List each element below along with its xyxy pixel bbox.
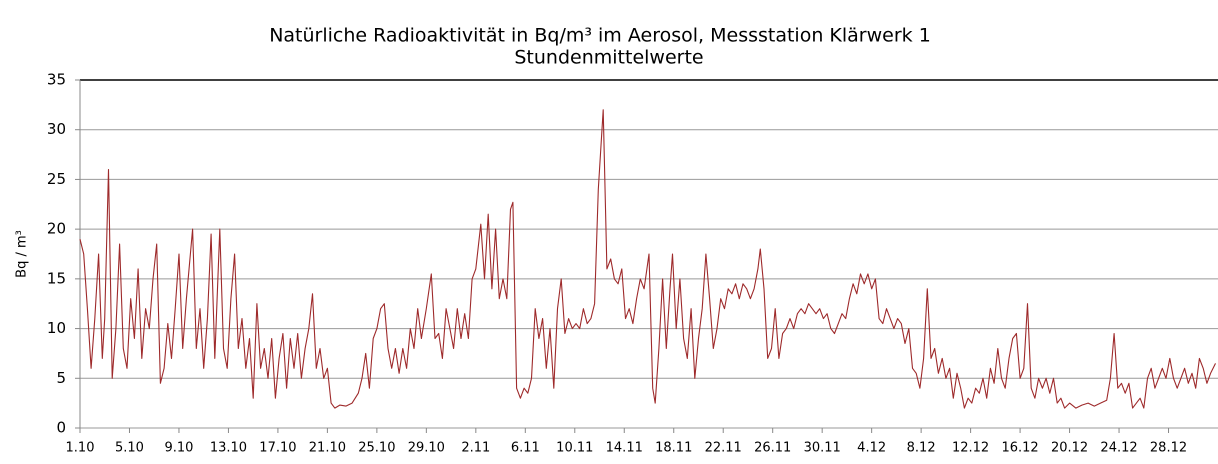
chart-subtitle: Stundenmittelwerte	[514, 47, 703, 69]
y-tick-label: 25	[47, 170, 66, 188]
x-tick-label: 10.11	[556, 441, 593, 456]
y-tick-label: 10	[47, 319, 66, 337]
x-tick-label: 28.12	[1150, 441, 1187, 456]
x-tick-label: 1.10	[66, 441, 95, 456]
data-line	[79, 109, 1216, 409]
x-tick-label: 18.11	[655, 441, 692, 456]
x-tick-label: 2.11	[461, 441, 490, 456]
x-tick-label: 13.10	[210, 441, 247, 456]
x-tick-label: 16.12	[1001, 441, 1038, 456]
y-tick-label: 20	[47, 220, 66, 238]
x-tick-label: 17.10	[259, 441, 296, 456]
x-tick-label: 14.11	[606, 441, 643, 456]
x-tick-label: 8.12	[907, 441, 936, 456]
x-tick-label: 4.12	[857, 441, 886, 456]
x-tick-label: 22.11	[705, 441, 742, 456]
x-tick-label: 29.10	[408, 441, 445, 456]
y-tick-label: 35	[47, 71, 66, 89]
x-tick-label: 26.11	[754, 441, 791, 456]
y-tick-label: 0	[56, 419, 66, 437]
x-tick-label: 9.10	[164, 441, 193, 456]
x-tick-label: 30.11	[804, 441, 841, 456]
chart-title: Natürliche Radioaktivität in Bq/m³ im Ae…	[269, 25, 931, 47]
y-tick-label: 30	[47, 120, 66, 138]
x-tick-label: 12.12	[952, 441, 989, 456]
x-tick-label: 6.11	[511, 441, 540, 456]
y-tick-label: 15	[47, 269, 66, 287]
x-tick-label: 21.10	[309, 441, 346, 456]
x-tick-label: 5.10	[115, 441, 144, 456]
y-axis-label: Bq / m³	[15, 230, 30, 278]
x-tick-label: 24.12	[1100, 441, 1137, 456]
x-tick-label: 25.10	[358, 441, 395, 456]
x-tick-label: 20.12	[1051, 441, 1088, 456]
y-tick-label: 5	[56, 369, 66, 387]
